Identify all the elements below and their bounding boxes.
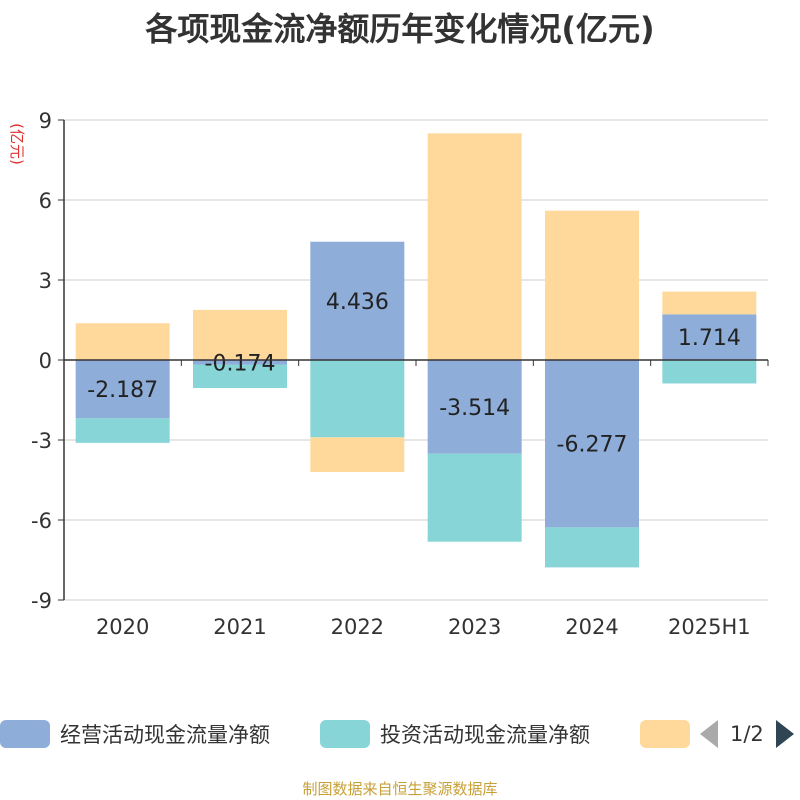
chart-title: 各项现金流净额历年变化情况(亿元) bbox=[145, 10, 655, 48]
bar-chart: (亿元) 9 6 3 0 -3 -6 -9 -2.187 -0.174 4.436 -3.514 -6.… bbox=[8, 109, 769, 639]
x-tick-label-2025H1: 2025H1 bbox=[668, 615, 751, 639]
bar-s1-2024 bbox=[545, 527, 639, 568]
y-tick-label: -3 bbox=[31, 429, 52, 453]
bar-s0-2024 bbox=[545, 360, 639, 528]
data-label-2025H1: 1.714 bbox=[678, 326, 741, 351]
data-label-2021: -0.174 bbox=[205, 351, 276, 376]
bar-s1-2020 bbox=[75, 418, 170, 443]
y-tick-label: -9 bbox=[31, 589, 52, 613]
legend-page-indicator: 1/2 bbox=[730, 722, 764, 746]
bar-s1-2025H1 bbox=[662, 360, 757, 384]
legend-label-investing: 投资活动现金流量净额 bbox=[380, 723, 590, 747]
legend: 经营活动现金流量净额 投资活动现金流量净额 1/2 bbox=[0, 712, 800, 756]
data-label-2022: 4.436 bbox=[326, 290, 389, 315]
y-tick-label: 3 bbox=[39, 269, 52, 293]
bar-s1-2021 bbox=[193, 364, 287, 388]
y-tick-label: 0 bbox=[39, 349, 52, 373]
x-tick-label-2023: 2023 bbox=[448, 615, 501, 639]
y-tick-label: 9 bbox=[39, 109, 52, 133]
legend-item-investing[interactable]: 投资活动现金流量净额 bbox=[320, 720, 590, 748]
bar-s0-2022 bbox=[310, 241, 405, 360]
y-tick-label: 6 bbox=[39, 189, 52, 213]
x-tick-label-2020: 2020 bbox=[96, 615, 149, 639]
x-tick-label-2024: 2024 bbox=[565, 615, 618, 639]
legend-next-icon[interactable] bbox=[775, 720, 794, 748]
bar-s2-2025H1 bbox=[662, 291, 757, 315]
bar-s2-2021 bbox=[193, 309, 287, 360]
x-tick-label-2021: 2021 bbox=[213, 615, 266, 639]
data-source-note: 制图数据来自恒生聚源数据库 bbox=[302, 780, 498, 798]
legend-pager: 1/2 bbox=[700, 718, 794, 750]
data-label-2023: -3.514 bbox=[439, 396, 510, 421]
legend-prev-icon[interactable] bbox=[700, 720, 718, 748]
x-tick-label-2022: 2022 bbox=[331, 615, 384, 639]
y-axis-label: (亿元) bbox=[8, 123, 26, 165]
bar-s2-2023 bbox=[427, 133, 522, 360]
bar-s0-2020 bbox=[75, 360, 170, 419]
bar-s0-2023 bbox=[427, 360, 522, 454]
legend-label-operating: 经营活动现金流量净额 bbox=[60, 723, 270, 747]
legend-swatch-third bbox=[640, 720, 690, 748]
data-label-2020: -2.187 bbox=[87, 378, 158, 403]
legend-swatch-operating bbox=[0, 720, 50, 748]
bar-s1-2022 bbox=[310, 360, 405, 438]
data-label-2024: -6.277 bbox=[557, 433, 628, 458]
bar-s0-2025H1 bbox=[662, 314, 757, 360]
bar-s0-2021 bbox=[193, 360, 287, 365]
legend-item-third[interactable] bbox=[640, 720, 700, 748]
bar-s2-2024 bbox=[545, 210, 639, 360]
legend-swatch-investing bbox=[320, 720, 370, 748]
bar-s2-2022 bbox=[310, 437, 405, 472]
bar-s2-2020 bbox=[75, 323, 170, 360]
y-tick-label: -6 bbox=[31, 509, 52, 533]
bar-s1-2023 bbox=[427, 453, 522, 542]
legend-item-operating[interactable]: 经营活动现金流量净额 bbox=[0, 720, 270, 748]
